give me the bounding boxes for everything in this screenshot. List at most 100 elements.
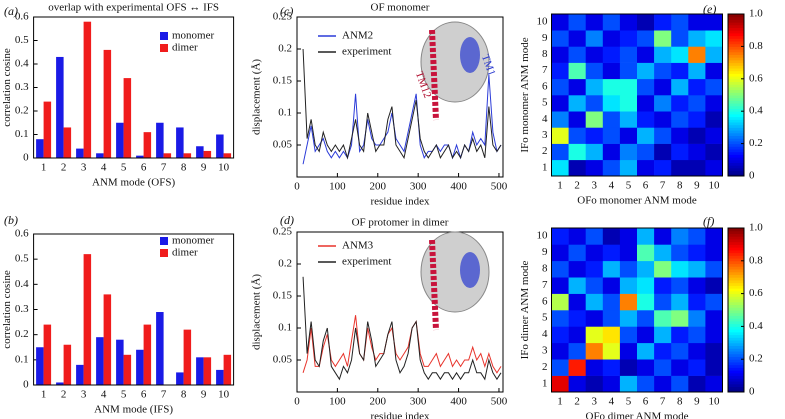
colorbar — [728, 383, 744, 388]
y-tick-label: 0.1 — [15, 353, 29, 365]
heatmap-cell — [654, 326, 672, 344]
colorbar — [728, 86, 744, 91]
heatmap-cell — [551, 78, 569, 96]
helix-blue — [460, 37, 480, 73]
heatmap-cell — [585, 228, 604, 245]
colorbar — [728, 312, 744, 316]
x-tick-label: 400 — [450, 181, 467, 193]
heatmap-cell — [705, 375, 723, 393]
colorbar — [728, 228, 744, 232]
heatmap-cell — [602, 260, 621, 278]
protein-inset-2 — [420, 231, 490, 331]
heatmap-cell — [619, 95, 638, 112]
colorbar — [728, 14, 744, 18]
x-tick-label: 5 — [121, 389, 127, 401]
colorbar — [728, 329, 744, 333]
bar — [216, 134, 224, 158]
heatmap-cell — [619, 127, 638, 144]
bar — [83, 21, 92, 159]
heatmap-cell — [671, 244, 689, 262]
colorbar — [728, 149, 744, 153]
y-tick-label: 0.1 — [278, 322, 292, 334]
bar — [123, 354, 132, 385]
heatmap-cell — [654, 95, 672, 112]
colorbar — [728, 337, 744, 341]
heatmap-cell — [602, 310, 621, 327]
colorbar — [728, 249, 744, 254]
colorbar — [728, 310, 744, 314]
heatmap-cell — [568, 260, 586, 278]
colorbar — [728, 132, 744, 136]
y-tick-label: 6 — [542, 80, 548, 92]
heatmap-cell — [568, 293, 586, 311]
colorbar — [728, 370, 744, 374]
colorbar — [728, 113, 744, 118]
heatmap-cell — [688, 359, 706, 376]
heatmap-cell — [551, 342, 569, 360]
x-tick-label: 3 — [592, 396, 598, 408]
heatmap-cell — [637, 342, 655, 360]
y-tick-label: 4 — [542, 328, 548, 340]
bar — [103, 294, 112, 385]
heatmap-cell — [551, 14, 569, 31]
heatmap-cell — [619, 143, 638, 161]
colorbar — [728, 68, 744, 72]
colorbar — [728, 372, 744, 377]
colorbar — [728, 255, 744, 259]
colorbar — [728, 84, 744, 88]
heatmap-cell — [551, 375, 569, 393]
bar — [163, 153, 172, 158]
heatmap-cell — [688, 293, 706, 311]
x-axis-label: residue index — [371, 196, 430, 208]
bar — [36, 139, 44, 158]
protein-image — [420, 231, 490, 313]
heatmap-cell — [688, 95, 706, 112]
x-tick-label: 0 — [294, 396, 300, 408]
heatmap-cell — [568, 228, 586, 245]
bar — [123, 78, 132, 158]
y-tick-label: 4 — [542, 113, 548, 125]
heatmap-cell — [671, 260, 689, 278]
heatmap-cell — [551, 62, 569, 80]
y-tick-label: 5 — [542, 312, 548, 324]
heatmap-cell — [671, 277, 689, 294]
heatmap-cell — [602, 127, 621, 144]
heatmap-cell — [551, 228, 569, 245]
heatmap-cell — [602, 244, 621, 262]
panel-label: (a) — [4, 4, 18, 18]
bar — [216, 369, 224, 385]
x-tick-label: 200 — [370, 181, 387, 193]
bar — [96, 153, 104, 158]
heatmap-cell — [568, 46, 586, 63]
y-tick-label: 2 — [542, 145, 548, 157]
y-tick-label: 0.3 — [15, 303, 29, 315]
colorbar — [728, 364, 744, 368]
x-axis-label: ANM mode (IFS) — [94, 404, 173, 416]
y-tick-label: 0.05 — [273, 139, 293, 151]
colorbar — [728, 76, 744, 80]
heatmap-cell — [705, 111, 723, 128]
bar — [116, 339, 124, 385]
bar — [223, 354, 232, 385]
heatmap-cell — [705, 46, 723, 63]
panel-label: (d) — [280, 213, 294, 227]
heatmap-cell — [671, 95, 689, 112]
heatmap-cell — [551, 359, 569, 376]
chart-title: OF monomer — [371, 2, 430, 14]
heatmap-cell — [637, 78, 655, 96]
heatmap-cell — [688, 342, 706, 360]
colorbar — [728, 49, 744, 53]
heatmap-cell — [705, 62, 723, 80]
colorbar — [728, 135, 744, 139]
heatmap-cell — [619, 111, 638, 128]
y-tick-label: 5 — [542, 97, 548, 109]
heatmap-cell — [551, 310, 569, 327]
bar — [136, 349, 144, 385]
heatmap-cell — [654, 127, 672, 144]
bar — [223, 153, 232, 158]
x-tick-label: 9 — [201, 389, 207, 401]
colorbar — [728, 124, 744, 128]
colorbar — [728, 279, 744, 284]
y-tick-label: 0.2 — [15, 328, 29, 340]
plot-frame — [33, 16, 235, 159]
